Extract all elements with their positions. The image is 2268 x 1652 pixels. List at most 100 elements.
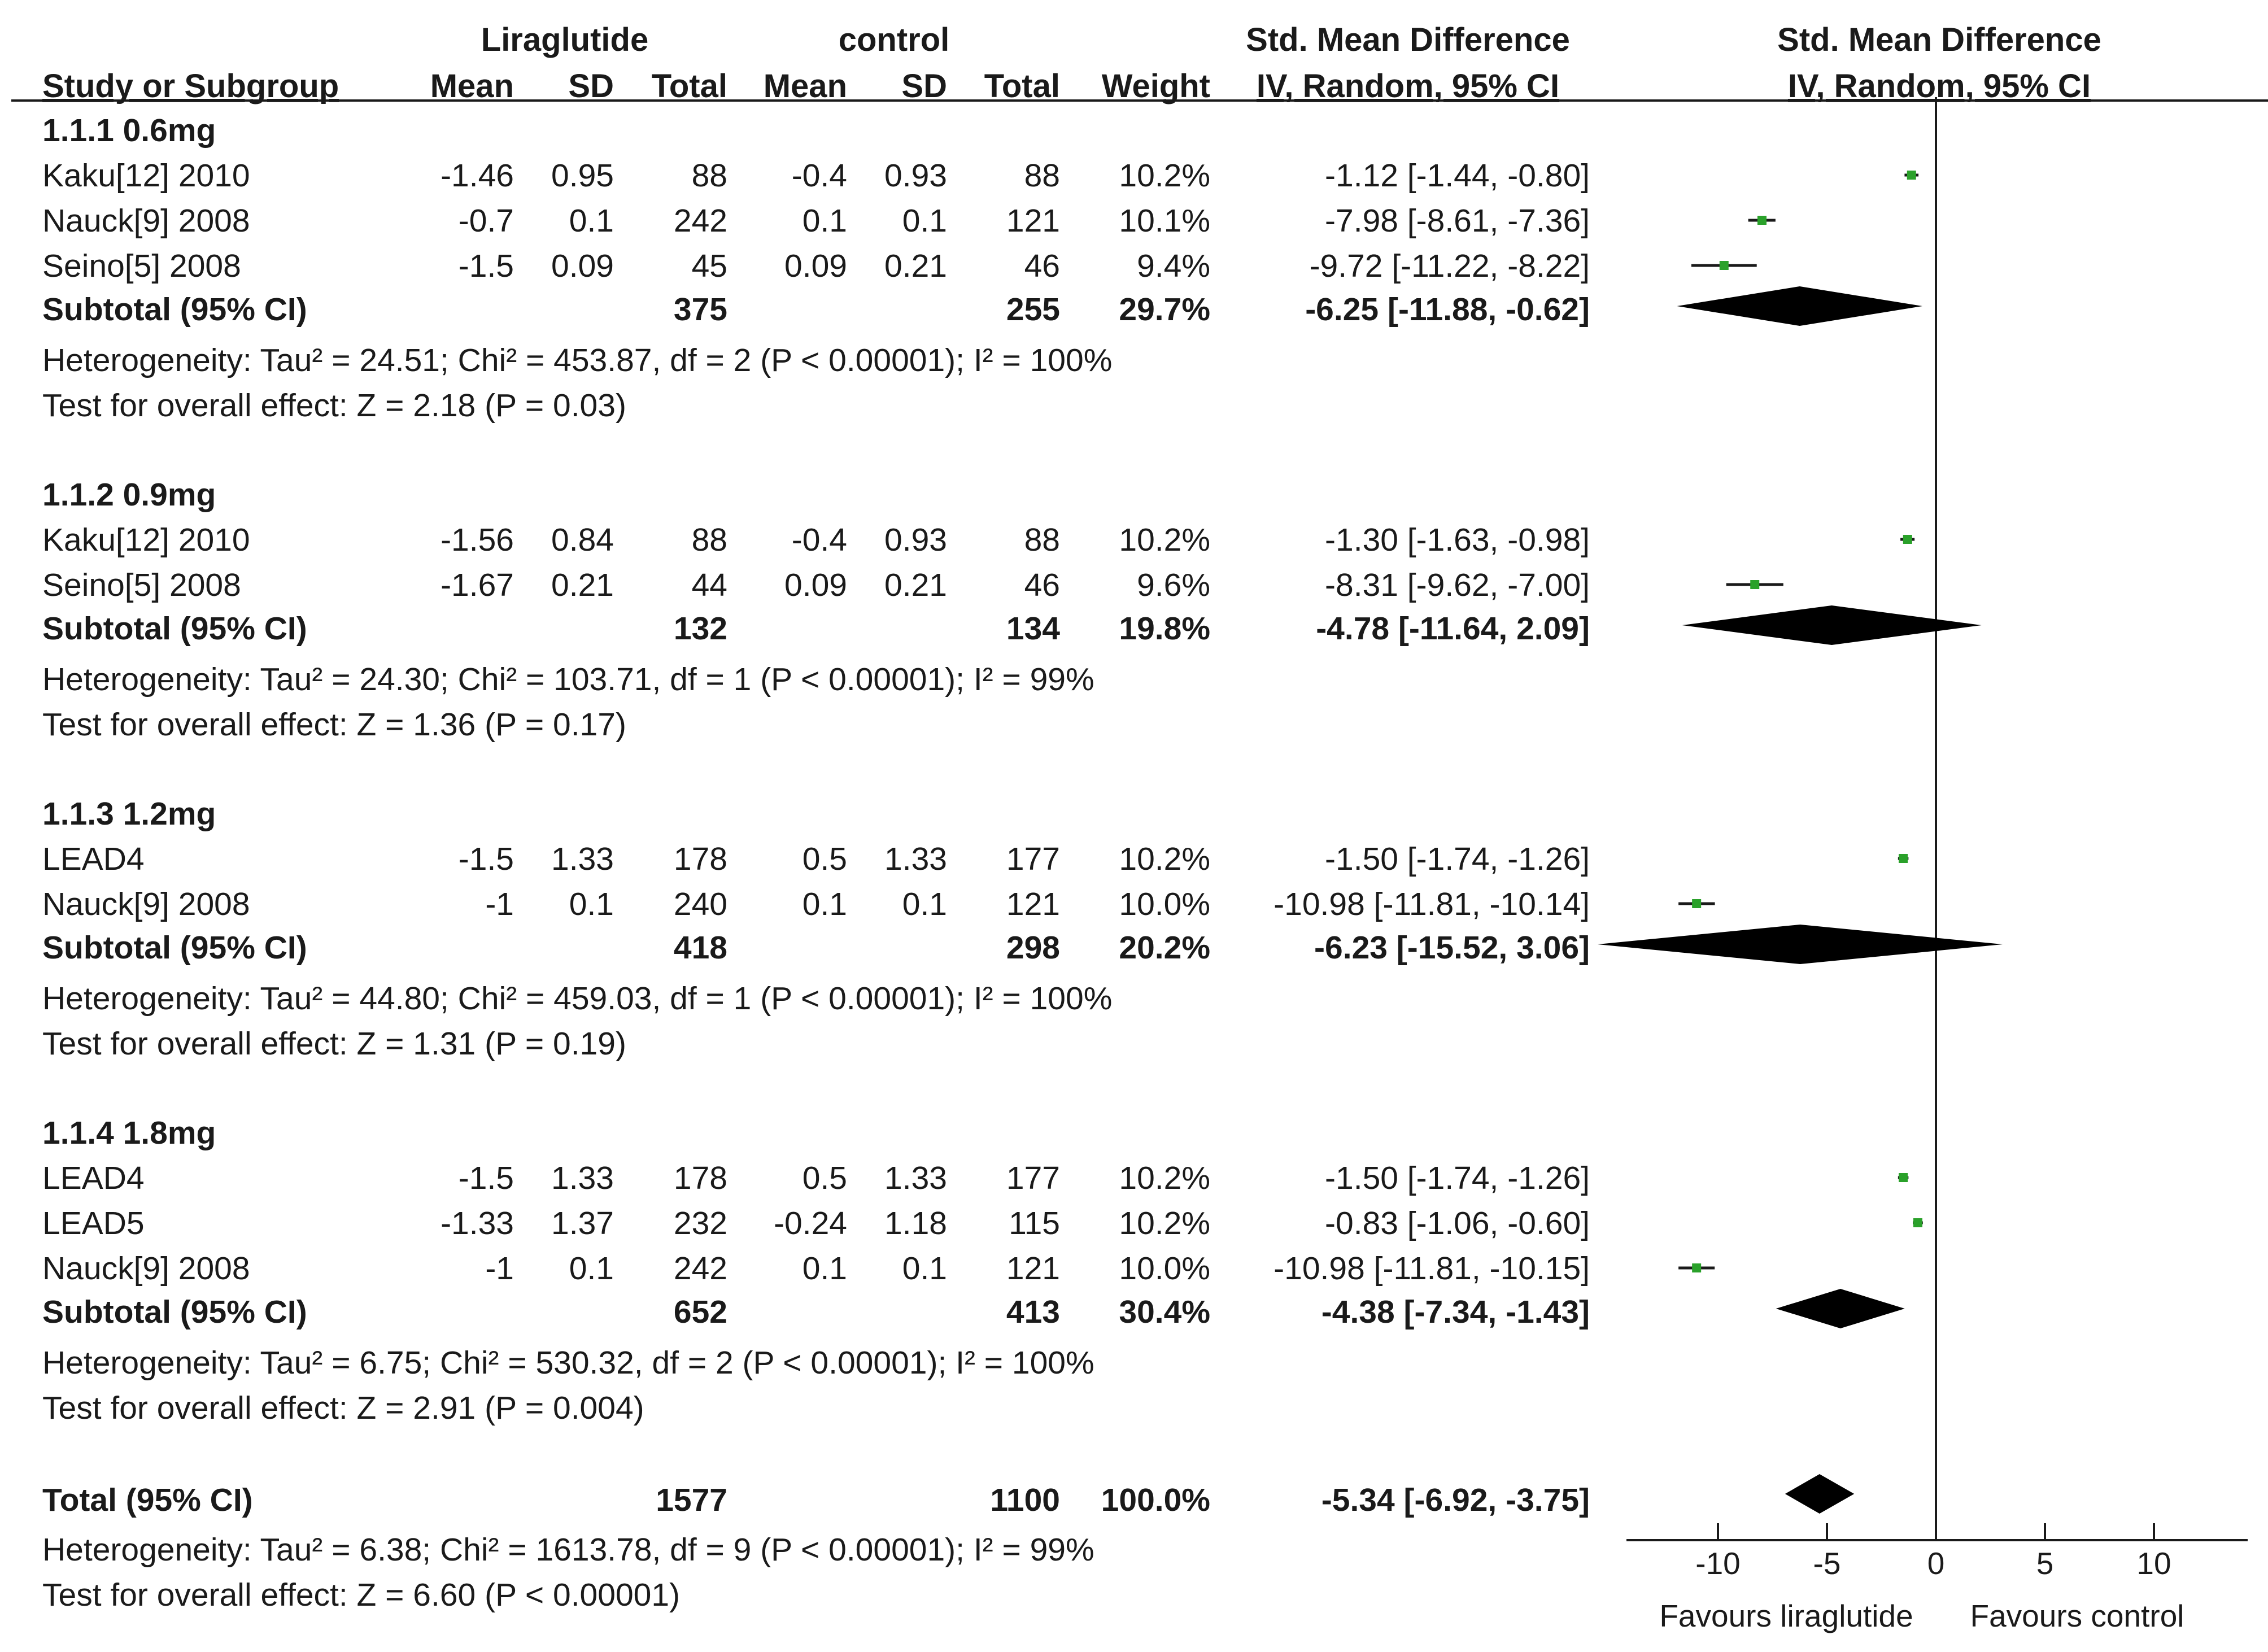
subgroup-3-subtotal-weight: 20.2% [1119,930,1210,966]
subgroup-1-study-2-ci: -7.98 [-8.61, -7.36] [1325,203,1590,239]
subgroup-4-title: 1.1.4 1.8mg [42,1115,216,1151]
total-n-lira: 1577 [656,1482,727,1518]
subgroup-1-study-3-weight: 9.4% [1137,248,1210,284]
header-total-control: Total [984,68,1060,104]
subgroup-2-study-2-weight: 9.6% [1137,567,1210,603]
subgroup-2-study-2-point [1750,580,1760,589]
subgroup-4-study-2-total-lira: 232 [674,1205,727,1241]
subgroup-1-study-3-point [1719,261,1729,270]
total-n-control: 1100 [990,1482,1060,1518]
subgroup-3-study-2-sd-control: 0.1 [902,886,947,922]
subgroup-2-study-1-sd-control: 0.93 [884,522,947,558]
subgroup-2-study-1-ci: -1.30 [-1.63, -0.98] [1325,522,1590,558]
subgroup-4-study-2-weight: 10.2% [1119,1205,1210,1241]
favours-liraglutide-label: Favours liraglutide [1659,1598,1913,1633]
subgroup-4-study-3-sd-lira: 0.1 [569,1250,614,1287]
subgroup-4-study-3-mean-lira: -1 [485,1250,514,1287]
subgroup-1-study-1-total-lira: 88 [692,158,727,194]
subgroup-4-study-2-sd-lira: 1.37 [551,1205,614,1241]
subgroup-1-study-2-mean-control: 0.1 [802,203,847,239]
subgroup-3-subtotal-label: Subtotal (95% CI) [42,930,307,966]
subgroup-2-subtotal-ci: -4.78 [-11.64, 2.09] [1316,611,1590,647]
subgroup-1-subtotal-ci: -6.25 [-11.88, -0.62] [1305,291,1590,328]
subgroup-4-study-2-name: LEAD5 [42,1205,145,1241]
subgroup-4-study-2-mean-lira: -1.33 [440,1205,514,1241]
subgroup-2-study-1-name: Kaku[12] 2010 [42,522,250,558]
header-effect-method: IV, Random, 95% CI [1257,68,1559,104]
subgroup-3-study-2-mean-control: 0.1 [802,886,847,922]
header-effect-title: Std. Mean Difference [1246,21,1570,58]
subgroup-2-study-1-mean-control: -0.4 [792,522,847,558]
subgroup-3-subtotal-diamond [1597,925,2003,964]
subgroup-1-subtotal-label: Subtotal (95% CI) [42,291,307,328]
subgroup-4-subtotal-total-control: 413 [1006,1294,1060,1330]
x-tick-label-2: 0 [1927,1546,1945,1581]
subgroup-4-study-2-ci: -0.83 [-1.06, -0.60] [1325,1205,1590,1241]
subgroup-2-study-2-sd-control: 0.21 [884,567,947,603]
subgroup-4-study-3-point [1692,1263,1702,1272]
subgroup-1-subtotal-diamond [1677,286,1923,326]
subgroup-1-study-1-weight: 10.2% [1119,158,1210,194]
x-tick-label-3: 5 [2036,1546,2054,1581]
header-sd-lira: SD [568,68,614,104]
header-total-lira: Total [652,68,727,104]
subgroup-3-study-2-total-lira: 240 [674,886,727,922]
subgroup-2-study-2-mean-control: 0.09 [784,567,847,603]
subgroup-2-study-1-point [1903,535,1912,544]
subgroup-2-study-1-total-lira: 88 [692,522,727,558]
subgroup-3-study-1-sd-lira: 1.33 [551,841,614,877]
header-group-control: control [839,21,950,58]
subgroup-4-subtotal-diamond [1776,1289,1905,1328]
subgroup-3-study-1-point [1899,854,1908,863]
subgroup-4-study-3-weight: 10.0% [1119,1250,1210,1287]
total-weight: 100.0% [1101,1482,1210,1518]
subgroup-3-study-1-sd-control: 1.33 [884,841,947,877]
subgroup-4-study-2-point [1913,1218,1922,1227]
subgroup-4-study-1-sd-control: 1.33 [884,1160,947,1196]
total-label: Total (95% CI) [42,1482,253,1518]
subgroup-2-heterogeneity: Heterogeneity: Tau² = 24.30; Chi² = 103.… [42,661,1094,698]
subgroup-4-overall-effect: Test for overall effect: Z = 2.91 (P = 0… [42,1390,644,1426]
subgroup-1-study-3-sd-lira: 0.09 [551,248,614,284]
header-study: Study or Subgroup [42,68,339,104]
subgroup-4-study-1-mean-lira: -1.5 [459,1160,514,1196]
subgroup-3-study-1-total-lira: 178 [674,841,727,877]
subgroup-1-study-2-sd-control: 0.1 [902,203,947,239]
subgroup-4-study-3-total-lira: 242 [674,1250,727,1287]
header-plot-title: Std. Mean Difference [1777,21,2101,58]
subgroup-4-study-2-total-control: 115 [1009,1205,1060,1241]
x-tick-label-0: -10 [1695,1546,1741,1581]
subgroup-3-study-1-total-control: 177 [1006,841,1060,877]
subgroup-2-subtotal-total-control: 134 [1006,611,1060,647]
subgroup-2-study-1-sd-lira: 0.84 [551,522,614,558]
subgroup-4-study-3-sd-control: 0.1 [902,1250,947,1287]
subgroup-1-overall-effect: Test for overall effect: Z = 2.18 (P = 0… [42,387,626,424]
subgroup-1-study-2-name: Nauck[9] 2008 [42,203,250,239]
subgroup-3-study-1-mean-control: 0.5 [802,841,847,877]
subgroup-1-subtotal-weight: 29.7% [1119,291,1210,328]
subgroup-1-study-2-sd-lira: 0.1 [569,203,614,239]
subgroup-1-study-2-weight: 10.1% [1119,203,1210,239]
subgroup-3-study-2-total-control: 121 [1006,886,1060,922]
subgroup-3-title: 1.1.3 1.2mg [42,796,216,832]
subgroup-3-study-1-mean-lira: -1.5 [459,841,514,877]
subgroup-1-study-1-name: Kaku[12] 2010 [42,158,250,194]
subgroup-4-subtotal-weight: 30.4% [1119,1294,1210,1330]
subgroup-2-study-2-total-lira: 44 [692,567,727,603]
subgroup-3-study-1-ci: -1.50 [-1.74, -1.26] [1325,841,1590,877]
x-tick-label-4: 10 [2136,1546,2171,1581]
subgroup-4-study-3-total-control: 121 [1006,1250,1060,1287]
subgroup-3-study-1-weight: 10.2% [1119,841,1210,877]
subgroup-2-study-2-total-control: 46 [1024,567,1060,603]
total-diamond [1785,1474,1855,1514]
subgroup-1-study-1-sd-control: 0.93 [884,158,947,194]
subgroup-1-study-2-point [1757,216,1767,225]
header-group-liraglutide: Liraglutide [481,21,648,58]
subgroup-4-study-1-total-control: 177 [1006,1160,1060,1196]
total-overall-effect: Test for overall effect: Z = 6.60 (P < 0… [42,1577,680,1613]
subgroup-3-study-2-sd-lira: 0.1 [569,886,614,922]
subgroup-1-subtotal-total-control: 255 [1006,291,1060,328]
subgroup-1-heterogeneity: Heterogeneity: Tau² = 24.51; Chi² = 453.… [42,342,1112,378]
